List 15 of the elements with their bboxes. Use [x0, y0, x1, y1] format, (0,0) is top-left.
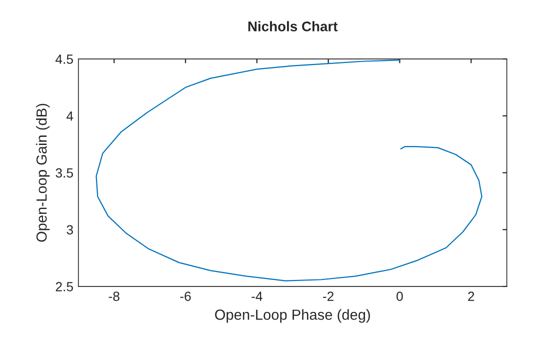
- y-axis-title: Open-Loop Gain (dB): [36, 104, 50, 242]
- y-tick-label: 3.5: [56, 168, 73, 178]
- x-tick-label: -4: [252, 292, 262, 301]
- x-tick-label: 2: [468, 292, 474, 301]
- y-tick-label: 4: [66, 112, 74, 121]
- y-tick-label: 2.5: [56, 282, 73, 292]
- x-tick-label: -2: [323, 292, 334, 301]
- chart-title: Nichols Chart: [248, 21, 338, 32]
- y-tick-label: 3: [66, 225, 73, 234]
- x-tick-label: -6: [180, 292, 191, 302]
- x-axis-title: Open-Loop Phase (deg): [215, 309, 370, 323]
- x-tick-label: 0: [396, 292, 403, 302]
- line-series: [96, 60, 482, 282]
- y-tick-label: 4.5: [56, 54, 73, 64]
- x-tick-label: -8: [108, 292, 120, 302]
